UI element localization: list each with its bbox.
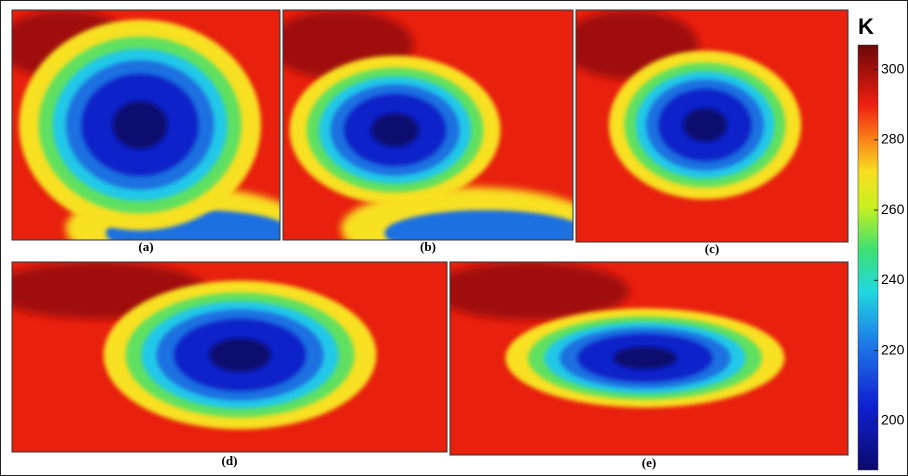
panel-label: (e) xyxy=(642,455,656,470)
panel-label: (a) xyxy=(138,239,153,254)
panel xyxy=(430,262,848,455)
colorbar-tick-label: 240 xyxy=(881,271,905,287)
storm-band xyxy=(371,113,419,147)
panel xyxy=(0,262,447,452)
colorbar-tick-label: 300 xyxy=(881,60,905,76)
colorbar-tick-label: 220 xyxy=(881,341,905,357)
panel xyxy=(269,10,603,270)
colorbar xyxy=(858,45,878,470)
colorbar-unit: K xyxy=(858,14,874,39)
panels xyxy=(0,10,848,455)
panel-label: (d) xyxy=(222,453,238,468)
colorbar-tick-label: 280 xyxy=(881,131,905,147)
storm-band xyxy=(209,338,271,372)
low-cloud xyxy=(385,210,588,256)
colorbar-tick-label: 260 xyxy=(881,201,905,217)
storm-band xyxy=(683,108,726,142)
colorbar-tick-label: 200 xyxy=(881,412,905,428)
storm-band xyxy=(614,347,677,369)
storm-band xyxy=(113,101,168,149)
figure: K (a) (b) (c) (d) (e) 200 220 240 260 280 300 xyxy=(0,0,908,476)
panel-label: (b) xyxy=(420,239,436,254)
panel xyxy=(562,10,848,242)
panel-label: (c) xyxy=(705,241,719,256)
panel xyxy=(0,10,307,270)
